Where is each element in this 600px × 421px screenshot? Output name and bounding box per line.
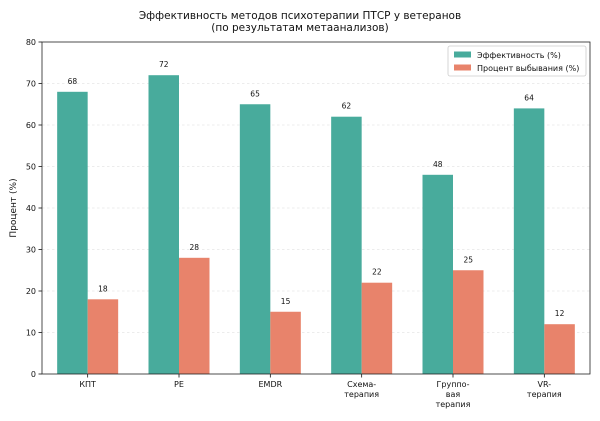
- value-label: 22: [372, 268, 382, 277]
- value-label: 48: [433, 160, 443, 169]
- grid-lines: [42, 83, 590, 333]
- bar-dropout: [453, 270, 484, 374]
- value-label: 72: [159, 60, 169, 69]
- y-tick-label: 80: [26, 38, 36, 47]
- y-tick-label: 0: [31, 370, 36, 379]
- chart-title: Эффективность методов психотерапии ПТСР …: [139, 10, 461, 34]
- x-tick-label: VR-: [538, 380, 552, 389]
- bar-dropout: [544, 324, 575, 374]
- chart-title-line: (по результатам метаанализов): [211, 22, 388, 34]
- value-label: 65: [250, 89, 260, 98]
- legend: Эффективность (%) Процент выбывания (%): [447, 45, 587, 77]
- y-tick-label: 50: [26, 163, 36, 172]
- value-label: 68: [68, 77, 78, 86]
- chart-title-line: Эффективность методов психотерапии ПТСР …: [139, 10, 461, 22]
- value-label: 64: [524, 93, 534, 102]
- y-tick-label: 10: [26, 329, 36, 338]
- y-tick-label: 40: [26, 204, 36, 213]
- bar-effectiveness: [57, 91, 88, 375]
- bar-dropout: [179, 257, 210, 374]
- bar-effectiveness: [331, 116, 362, 374]
- bar-dropout: [361, 282, 393, 374]
- axes: 0 10 20 30 40 50 60 70 80 КПТ PE EMDR Схема-терапия Г…: [9, 38, 591, 409]
- y-tick-label: 70: [26, 80, 36, 89]
- legend-swatch: [454, 64, 471, 71]
- bar-effectiveness: [422, 174, 453, 374]
- x-tick-label: вая: [446, 390, 461, 399]
- x-tick-label: Группо-: [437, 380, 470, 389]
- y-tick-label: 30: [26, 246, 36, 255]
- bar-effectiveness: [513, 108, 545, 375]
- legend-label: Процент выбывания (%): [477, 64, 579, 73]
- value-label: 28: [189, 243, 199, 252]
- value-label: 12: [555, 309, 565, 318]
- bars: [57, 75, 575, 375]
- bar-dropout: [270, 311, 301, 374]
- bar-dropout: [87, 299, 119, 374]
- legend-swatch: [454, 51, 471, 58]
- x-tick-label: PE: [174, 380, 184, 389]
- value-label: 62: [342, 102, 352, 111]
- x-tick-label: терапия: [527, 390, 562, 399]
- value-labels: 68 18 72 28 65 15 62 22 48 25 64 12: [68, 60, 565, 318]
- x-tick-label: Схема-: [347, 380, 376, 389]
- plot-frame: [41, 41, 591, 375]
- value-label: 15: [281, 297, 291, 306]
- bar-effectiveness: [148, 75, 179, 374]
- y-axis-label: Процент (%): [9, 178, 19, 237]
- x-tick-label: EMDR: [258, 380, 282, 389]
- legend-box: [447, 45, 587, 77]
- value-label: 25: [463, 255, 473, 264]
- legend-label: Эффективность (%): [477, 51, 561, 60]
- x-tick-label: КПТ: [79, 380, 96, 389]
- x-tick-label: терапия: [436, 400, 471, 409]
- y-tick-label: 20: [26, 287, 36, 296]
- value-label: 18: [98, 284, 108, 293]
- x-tick-label: терапия: [344, 390, 379, 399]
- bar-effectiveness: [239, 104, 271, 374]
- y-tick-label: 60: [26, 121, 36, 130]
